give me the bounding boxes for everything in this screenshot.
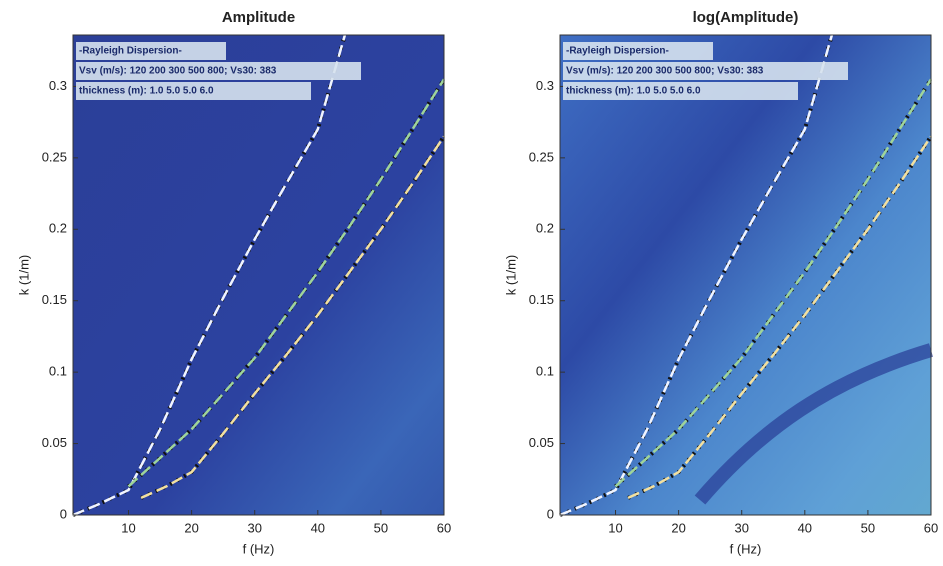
x-tick-label: 10	[608, 520, 622, 535]
y-tick-label: 0.3	[49, 78, 67, 93]
y-tick-label: 0	[547, 506, 554, 521]
dispersion-curve	[627, 135, 933, 500]
y-tick-label: 0.1	[49, 364, 67, 379]
chart-title: Amplitude	[222, 9, 295, 26]
y-axis-label: k (1/m)	[16, 255, 31, 295]
annotation-box	[76, 82, 311, 100]
y-tick-label: 0.15	[529, 292, 554, 307]
x-axis-label: f (Hz)	[730, 541, 762, 556]
y-tick-label: 0.05	[529, 435, 554, 450]
dispersion-curve	[614, 78, 933, 488]
dispersion-curve	[127, 78, 446, 488]
x-tick-label: 20	[184, 520, 198, 535]
dispersion-curve	[614, 78, 933, 488]
dispersion-curve	[127, 78, 446, 488]
y-axis-label: k (1/m)	[503, 255, 518, 295]
y-tick-label: 0.3	[536, 78, 554, 93]
annotation: -Rayleigh Dispersion-	[79, 46, 182, 57]
y-tick-label: 0.25	[529, 149, 554, 164]
dispersion-curve	[140, 135, 446, 500]
heatmap	[73, 35, 444, 515]
x-tick-label: 50	[374, 520, 388, 535]
annotation: Vsv (m/s): 120 200 300 500 800; Vs30: 38…	[566, 66, 764, 77]
plot-frame	[72, 34, 445, 516]
annotation-box	[563, 62, 848, 80]
y-tick-label: 0.2	[49, 221, 67, 236]
x-tick-label: 10	[121, 520, 135, 535]
annotation: Vsv (m/s): 120 200 300 500 800; Vs30: 38…	[79, 66, 277, 77]
dispersion-curve	[559, 34, 834, 517]
annotation-box	[76, 42, 226, 60]
x-axis-label: f (Hz)	[243, 541, 275, 556]
x-tick-label: 40	[311, 520, 325, 535]
x-tick-label: 20	[671, 520, 685, 535]
y-tick-label: 0.1	[536, 364, 554, 379]
y-tick-label: 0.15	[42, 292, 67, 307]
annotation: thickness (m): 1.0 5.0 5.0 6.0	[566, 86, 701, 97]
x-tick-label: 30	[734, 520, 748, 535]
heatmap-ridge	[694, 343, 933, 505]
heatmap	[560, 35, 931, 515]
x-tick-label: 40	[798, 520, 812, 535]
annotation-box	[76, 62, 361, 80]
y-tick-label: 0.05	[42, 435, 67, 450]
x-tick-label: 60	[924, 520, 938, 535]
annotation-box	[563, 82, 798, 100]
annotation-box	[563, 42, 713, 60]
annotation: thickness (m): 1.0 5.0 5.0 6.0	[79, 86, 214, 97]
x-tick-label: 60	[437, 520, 451, 535]
y-tick-label: 0.25	[42, 149, 67, 164]
x-tick-label: 30	[247, 520, 261, 535]
chart-title: log(Amplitude)	[693, 9, 799, 26]
annotation: -Rayleigh Dispersion-	[566, 46, 669, 57]
dispersion-curve	[72, 34, 347, 517]
y-tick-label: 0.2	[536, 221, 554, 236]
x-tick-label: 50	[861, 520, 875, 535]
y-tick-label: 0	[60, 506, 67, 521]
plot-frame	[559, 34, 932, 516]
